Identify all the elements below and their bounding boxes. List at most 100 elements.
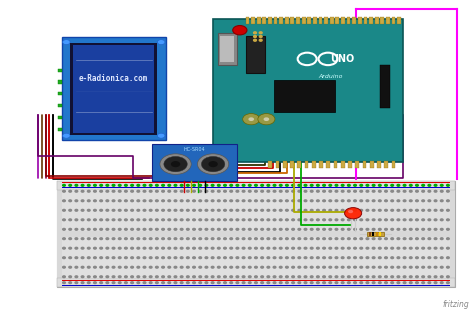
Circle shape <box>335 257 338 259</box>
Circle shape <box>323 200 326 202</box>
Circle shape <box>94 228 96 230</box>
Circle shape <box>87 276 90 278</box>
Circle shape <box>403 282 406 284</box>
Circle shape <box>428 184 431 186</box>
Circle shape <box>112 190 115 192</box>
Circle shape <box>428 200 431 202</box>
Circle shape <box>267 247 270 249</box>
Circle shape <box>267 184 270 186</box>
Circle shape <box>354 228 356 230</box>
Circle shape <box>118 282 121 284</box>
Circle shape <box>75 266 78 268</box>
Circle shape <box>434 247 437 249</box>
Bar <box>58 104 62 107</box>
Circle shape <box>118 190 121 192</box>
Circle shape <box>193 247 195 249</box>
Circle shape <box>440 184 443 186</box>
Bar <box>352 17 356 24</box>
Circle shape <box>205 190 208 192</box>
Circle shape <box>218 247 220 249</box>
Circle shape <box>112 276 115 278</box>
Circle shape <box>112 228 115 230</box>
Circle shape <box>378 228 381 230</box>
Bar <box>58 69 62 72</box>
Circle shape <box>403 238 406 240</box>
Circle shape <box>106 200 109 202</box>
Bar <box>312 161 316 168</box>
Circle shape <box>157 40 165 45</box>
Circle shape <box>149 200 152 202</box>
Bar <box>334 161 337 168</box>
Circle shape <box>106 247 109 249</box>
Circle shape <box>310 238 313 240</box>
Circle shape <box>416 276 418 278</box>
Circle shape <box>397 209 400 211</box>
Circle shape <box>162 282 164 284</box>
Circle shape <box>397 190 400 192</box>
Circle shape <box>242 190 245 192</box>
Circle shape <box>174 184 177 186</box>
Circle shape <box>94 238 96 240</box>
Bar <box>257 17 261 24</box>
Circle shape <box>397 276 400 278</box>
Bar <box>369 17 373 24</box>
Bar <box>251 17 255 24</box>
Circle shape <box>81 184 84 186</box>
Circle shape <box>385 190 387 192</box>
Circle shape <box>248 282 251 284</box>
Circle shape <box>218 266 220 268</box>
Circle shape <box>81 219 84 221</box>
Circle shape <box>304 282 307 284</box>
Circle shape <box>391 184 393 186</box>
Bar <box>341 161 345 168</box>
Text: HC-SR04: HC-SR04 <box>183 147 205 152</box>
Circle shape <box>347 276 350 278</box>
Circle shape <box>218 200 220 202</box>
Circle shape <box>118 266 121 268</box>
Circle shape <box>259 36 262 37</box>
Circle shape <box>106 282 109 284</box>
Circle shape <box>304 257 307 259</box>
Circle shape <box>286 238 288 240</box>
Circle shape <box>360 282 363 284</box>
Circle shape <box>112 219 115 221</box>
Circle shape <box>286 266 288 268</box>
Bar <box>386 17 390 24</box>
Circle shape <box>329 209 332 211</box>
Circle shape <box>118 238 121 240</box>
Circle shape <box>391 247 393 249</box>
Circle shape <box>218 209 220 211</box>
Circle shape <box>273 190 276 192</box>
Bar <box>268 161 272 168</box>
Circle shape <box>416 184 418 186</box>
Circle shape <box>69 276 72 278</box>
Circle shape <box>125 247 127 249</box>
Circle shape <box>261 209 264 211</box>
Circle shape <box>137 247 140 249</box>
Circle shape <box>218 238 220 240</box>
Circle shape <box>286 200 288 202</box>
Circle shape <box>180 209 183 211</box>
Circle shape <box>310 190 313 192</box>
Circle shape <box>205 228 208 230</box>
Circle shape <box>422 219 425 221</box>
Circle shape <box>199 190 201 192</box>
Circle shape <box>279 219 282 221</box>
Circle shape <box>143 238 146 240</box>
Circle shape <box>391 276 393 278</box>
Circle shape <box>69 282 72 284</box>
Circle shape <box>286 184 288 186</box>
Circle shape <box>69 257 72 259</box>
Circle shape <box>149 228 152 230</box>
Circle shape <box>317 219 319 221</box>
Circle shape <box>118 209 121 211</box>
Circle shape <box>341 276 344 278</box>
Circle shape <box>81 276 84 278</box>
Circle shape <box>279 257 282 259</box>
Circle shape <box>255 276 257 278</box>
Bar <box>367 232 384 236</box>
Circle shape <box>193 200 195 202</box>
Circle shape <box>434 209 437 211</box>
Circle shape <box>428 257 431 259</box>
Circle shape <box>94 247 96 249</box>
